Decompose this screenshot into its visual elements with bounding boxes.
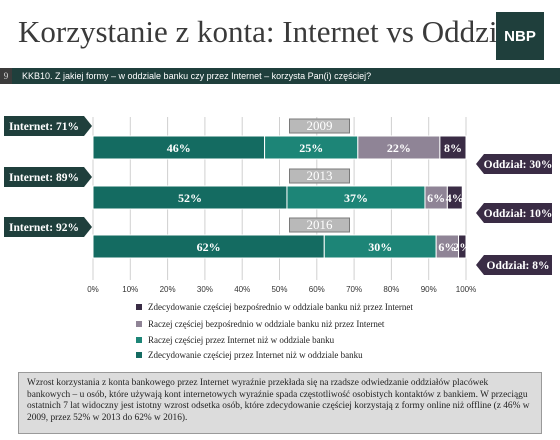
question-bar: 9 KKB10. Z jakiej formy – w oddziale ban… [0,68,560,84]
bar-segment [458,234,467,259]
internet-callout-shape [4,167,92,187]
bar-value-label: 6% [438,240,456,254]
x-tick-label: 100% [456,285,476,294]
nbp-logo: NBP [496,12,544,60]
oddzial-callout-label: Oddział: 30% [484,159,553,171]
internet-callout-label: Internet: 89% [9,172,79,184]
x-tick-label: 60% [309,285,325,294]
x-tick-label: 40% [234,285,250,294]
internet-callout-shape [4,217,92,237]
x-tick-label: 50% [271,285,287,294]
x-tick-label: 90% [421,285,437,294]
legend-swatch [136,304,142,310]
bar-value-label: 8% [444,141,462,155]
question-text: KKB10. Z jakiej formy – w oddziale banku… [22,71,372,81]
year-label: 2009 [307,118,333,133]
page-title: Korzystanie z konta: Internet vs Oddział [18,14,520,49]
year-label-box [289,168,350,184]
bar-value-label: 46% [167,141,191,155]
x-tick-label: 0% [87,285,99,294]
bar-value-label: 62% [197,240,221,254]
internet-callout-shape [4,116,92,136]
internet-callout-label: Internet: 92% [9,222,79,234]
legend-swatch [136,337,142,343]
legend-label: Zdecydowanie częściej przez Internet niż… [148,350,363,360]
stacked-bar-chart: 0% 10% 20% 30% 40% 50% 60% 70% 80% 90% 100% 2009 46%… [4,116,553,360]
year-label: 2016 [307,217,334,232]
legend-label: Raczej częściej przez Internet niż w odd… [148,335,335,345]
oddzial-callout-shape [476,154,552,174]
bar-value-label: 25% [299,141,323,155]
bar-segment [446,185,463,210]
legend-label: Zdecydowanie częściej bezpośrednio w odd… [148,302,413,312]
bar-segment [439,135,467,160]
legend-swatch [136,321,142,327]
x-tick-label: 20% [160,285,176,294]
oddzial-callout-shape [476,255,552,275]
oddzial-callout-label: Oddział: 8% [487,260,550,272]
year-label: 2013 [307,168,333,183]
internet-callout-label: Internet: 71% [9,121,79,133]
bar-value-label: 4% [446,191,464,205]
question-number: 9 [0,68,12,84]
summary-text: Wzrost korzystania z konta bankowego prz… [18,372,542,434]
legend-label: Raczej częściej bezpośrednio w oddziale … [148,319,385,329]
bar-value-label: 2% [453,240,471,254]
x-tick-label: 30% [197,285,213,294]
legend-swatch [136,352,142,358]
bar-value-label: 6% [427,191,445,205]
bar-value-label: 52% [178,191,202,205]
bar-value-label: 22% [387,141,411,155]
bar-value-label: 37% [344,191,368,205]
bar-value-label: 30% [368,240,392,254]
oddzial-callout-shape [476,203,552,223]
x-tick-label: 70% [346,285,362,294]
year-label-box [289,217,350,233]
x-tick-label: 10% [122,285,138,294]
oddzial-callout-label: Oddział: 10% [484,208,553,220]
year-label-box [289,118,350,134]
x-tick-label: 80% [383,285,399,294]
